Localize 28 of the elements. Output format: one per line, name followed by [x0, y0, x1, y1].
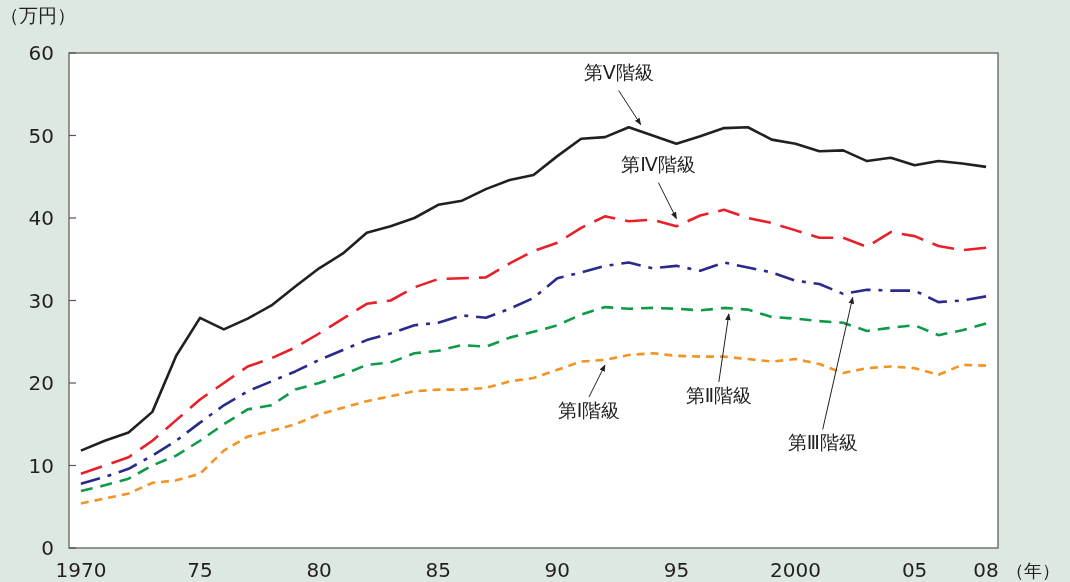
x-tick-label: 80: [306, 558, 332, 582]
annotation: 第Ⅲ階級: [787, 431, 858, 454]
x-tick-label: 75: [187, 558, 213, 582]
annotation: 第Ⅴ階級: [583, 60, 654, 83]
line-series: [79, 305, 988, 493]
x-tick-label: 05: [901, 558, 928, 582]
y-tick-label: 0: [41, 536, 54, 560]
x-tick-label: 90: [544, 558, 571, 582]
line-series: [79, 208, 988, 476]
y-tick-label: 30: [28, 288, 54, 313]
line-series: [79, 352, 988, 505]
x-tick-label: 95: [663, 558, 690, 582]
line-series: [79, 261, 988, 485]
x-tick-label: 1970: [55, 558, 107, 582]
annotation: 第Ⅰ階級: [557, 399, 621, 422]
y-axis-title: （万円）: [0, 4, 76, 26]
x-tick-label: 2000: [770, 558, 821, 582]
annotation: 第Ⅱ階級: [685, 383, 753, 406]
x-tick-label: 85: [425, 558, 451, 582]
x-tick-label: 08: [973, 558, 999, 582]
line-series: [79, 125, 988, 452]
y-tick-label: 40: [28, 206, 54, 230]
y-tick-label: 60: [28, 41, 54, 65]
x-axis-title: （年）: [1006, 560, 1061, 581]
y-tick-label: 10: [28, 453, 54, 478]
y-tick-label: 20: [28, 371, 54, 395]
y-tick-label: 50: [28, 123, 54, 148]
annotation: 第Ⅳ階級: [621, 152, 696, 175]
